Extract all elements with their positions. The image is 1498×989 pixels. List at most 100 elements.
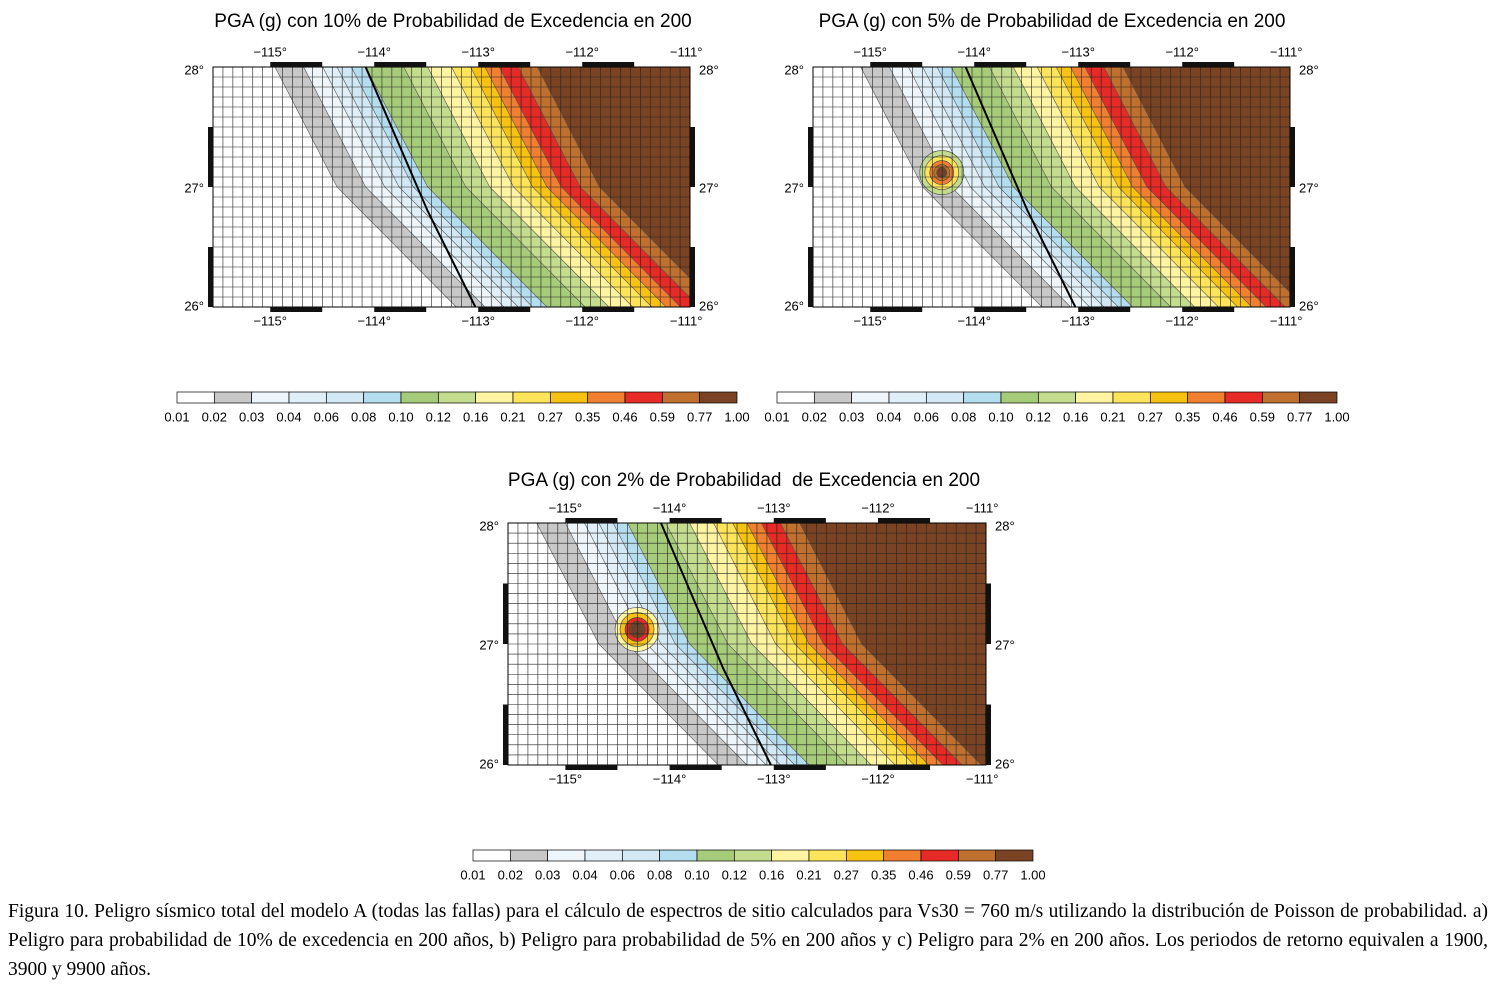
frame-tick (270, 62, 323, 67)
frame-tick (1290, 247, 1295, 307)
colorbar-label: 0.04 (876, 409, 901, 424)
colorbar-swatch (400, 391, 439, 404)
map-title: PGA (g) con 10% de Probabilidad de Exced… (214, 11, 691, 32)
colorbar-label: 0.08 (951, 409, 976, 424)
lat-label: 26° (479, 756, 499, 771)
colorbar-swatch (624, 391, 663, 404)
colorbar-label: 0.10 (988, 409, 1013, 424)
lat-label: 26° (784, 298, 804, 313)
colorbar-swatch (288, 391, 327, 404)
colorbar-label: 0.27 (1138, 409, 1163, 424)
lat-label: 27° (699, 180, 719, 195)
colorbar-label: 0.03 (239, 409, 264, 424)
colorbar-label: 0.06 (610, 867, 635, 882)
frame-tick (374, 62, 427, 67)
lat-label: 27° (479, 637, 499, 652)
coastline (660, 523, 772, 765)
map: −115° −115° −114° −114° −113° −113° −112° −112°… (479, 500, 1015, 786)
frame-tick (565, 765, 618, 770)
colorbar-label: 0.01 (764, 409, 789, 424)
colorbar-swatch (1112, 391, 1151, 404)
colorbar-label: 0.02 (802, 409, 827, 424)
colorbar-label: 0.16 (759, 867, 784, 882)
frame-tick (669, 518, 722, 523)
colorbar-label: 0.12 (426, 409, 451, 424)
lon-label: −113° (461, 313, 495, 328)
colorbar-label: 0.21 (1100, 409, 1125, 424)
frame-tick (208, 247, 213, 307)
lon-label: −111° (670, 44, 703, 59)
colorbar-swatch (845, 849, 885, 862)
lon-label: −115° (549, 771, 583, 786)
lon-label: −112° (861, 771, 895, 786)
map-body (213, 67, 690, 307)
colorbar-swatch (920, 849, 959, 862)
colorbar-label: 1.00 (724, 409, 749, 424)
lon-label: −112° (1165, 44, 1199, 59)
frame-tick (1078, 307, 1131, 312)
lat-label: 28° (784, 62, 804, 77)
colorbar-swatch (1149, 391, 1189, 404)
lon-label: −113° (1061, 313, 1095, 328)
frame-tick (270, 307, 323, 312)
lon-label: −114° (357, 313, 391, 328)
colorbar-swatch (1037, 391, 1077, 404)
lon-label: −111° (966, 500, 999, 515)
colorbar-swatch (547, 849, 586, 862)
colorbar-label: 0.01 (164, 409, 189, 424)
frame-tick (986, 704, 991, 765)
frame-tick (478, 62, 531, 67)
colorbar-label: 0.04 (572, 867, 597, 882)
frame-tick (1290, 127, 1295, 187)
frame-tick (690, 247, 695, 307)
lon-label: −113° (757, 500, 791, 515)
lon-label: −115° (853, 313, 887, 328)
colorbar-swatch (621, 849, 661, 862)
map: −115° −115° −114° −114° −113° −113° −112° −112°… (184, 44, 719, 328)
lat-label: 28° (995, 518, 1015, 533)
colorbar-label: 0.06 (914, 409, 939, 424)
colorbar-swatch (661, 391, 701, 404)
frame-tick (478, 307, 531, 312)
lat-label: 27° (184, 180, 204, 195)
colorbar-swatch (509, 849, 549, 862)
frame-tick (877, 518, 931, 523)
map-body (508, 523, 986, 765)
frame-tick (877, 765, 931, 770)
colorbar-swatch (363, 391, 402, 404)
lon-label: −111° (670, 313, 703, 328)
colorbar-label: 0.12 (1026, 409, 1051, 424)
frame-tick (690, 127, 695, 187)
colorbar-label: 0.03 (839, 409, 864, 424)
lon-label: −112° (565, 313, 599, 328)
frame-tick (208, 127, 213, 187)
lon-label: −113° (461, 44, 495, 59)
lon-label: −114° (957, 313, 991, 328)
lat-label: 27° (1299, 180, 1319, 195)
colorbar-label: 0.08 (647, 867, 672, 882)
colorbar-swatch (176, 391, 215, 404)
lat-label: 28° (479, 518, 499, 533)
frame-tick (582, 307, 635, 312)
lat-label: 26° (184, 298, 204, 313)
colorbar-swatch (512, 391, 551, 404)
figure: PGA (g) con 10% de Probabilidad de Exced… (164, 11, 1349, 882)
colorbar-swatch (776, 391, 815, 404)
colorbar-label: 0.16 (1063, 409, 1088, 424)
colorbar-label: 0.77 (1287, 409, 1312, 424)
colorbar-label: 0.59 (650, 409, 675, 424)
colorbar-swatch (771, 849, 810, 862)
lon-label: −114° (653, 771, 687, 786)
colorbar-swatch (925, 391, 965, 404)
colorbar-label: 0.03 (535, 867, 560, 882)
lat-label: 27° (784, 180, 804, 195)
lon-label: −112° (861, 500, 895, 515)
colorbar-label: 0.21 (500, 409, 525, 424)
frame-tick (986, 583, 991, 644)
lon-label: −115° (549, 500, 583, 515)
frame-tick (503, 704, 508, 765)
map-title: PGA (g) con 2% de Probabilidad de Excede… (508, 470, 980, 491)
lon-label: −113° (1061, 44, 1095, 59)
frame-tick (974, 307, 1027, 312)
colorbar-swatch (659, 849, 698, 862)
